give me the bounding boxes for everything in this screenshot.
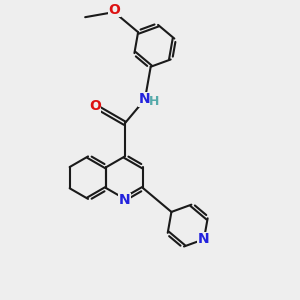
Text: O: O	[108, 3, 120, 17]
Text: O: O	[89, 99, 101, 113]
Text: N: N	[198, 232, 210, 246]
Text: N: N	[119, 194, 131, 207]
Text: N: N	[139, 92, 151, 106]
Text: H: H	[149, 95, 160, 108]
